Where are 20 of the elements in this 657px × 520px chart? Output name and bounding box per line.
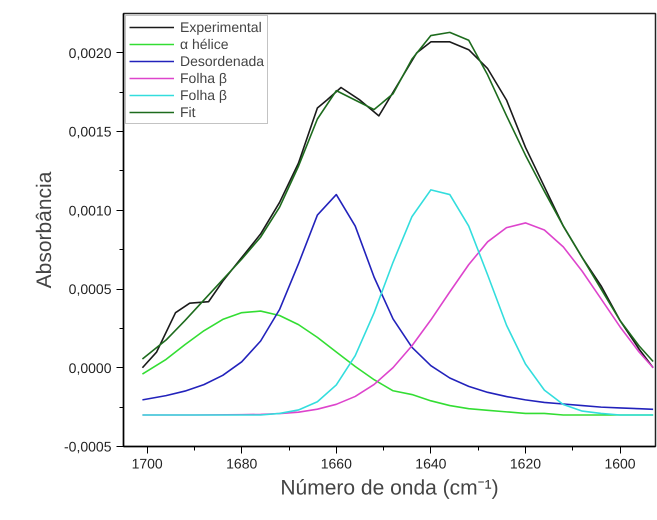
x-tick-label: 1680 (226, 456, 258, 472)
x-tick-label: 1700 (132, 456, 163, 472)
y-tick-label: 0,0005 (68, 281, 112, 298)
y-axis-title: Absorbância (33, 171, 56, 288)
x-tick-label: 1660 (320, 456, 352, 472)
y-tick-label: 0,0020 (68, 44, 112, 61)
y-tick-label: 0,0010 (68, 202, 112, 218)
y-tick-label: 0,0000 (68, 360, 112, 376)
legend-label: Fit (180, 104, 197, 120)
x-axis-title: Número de onda (cm⁻¹) (280, 476, 499, 500)
legend-label: Folha β (180, 70, 227, 86)
x-tick-label: 1620 (510, 456, 542, 472)
legend-label: Folha β (180, 87, 227, 103)
legend-label: α hélice (180, 36, 229, 52)
legend-label: Desordenada (180, 53, 264, 69)
x-tick-label: 1600 (604, 456, 636, 472)
x-tick-label: 1640 (415, 456, 447, 472)
y-tick-label: 0,0015 (68, 124, 112, 140)
y-tick-label: -0,0005 (64, 438, 112, 454)
legend-label: Experimental (180, 19, 262, 35)
